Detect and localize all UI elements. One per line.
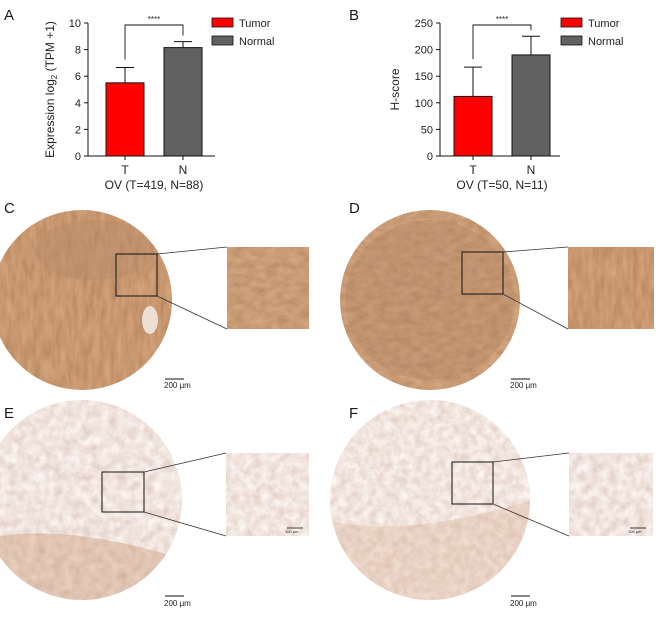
scale-bar-c: 200 μm [164,381,191,390]
x-axis-label: OV (T=50, N=11) [456,178,547,192]
micrograph-c: 200 μm [0,210,309,390]
scale-bar-f-inset: 100 μm [628,529,642,534]
zoom-box-e [101,471,145,513]
y-axis-label: Expression log2 (TPM +1) [43,21,59,158]
panel-label-c: C [4,200,15,217]
y-tick-label: 100 [415,98,433,110]
y-tick-label: 8 [75,45,81,57]
y-tick-label: 150 [415,71,433,83]
x-axis-label: OV (T=419, N=88) [105,178,204,192]
significance-bracket [472,24,532,60]
significance-bracket [124,24,184,60]
panel-label-d: D [349,200,360,217]
scale-bar-d: 200 μm [510,381,537,390]
inset-e [226,453,309,536]
panel-label-e: E [4,405,14,422]
y-tick-label: 250 [415,18,433,30]
micrograph-d: 200 μm [340,210,654,390]
bar [163,47,203,157]
y-axis-label: H-score [388,68,402,110]
zoom-box-c [115,253,158,297]
scale-bar-e-inset: 100 μm [285,529,299,534]
legend-swatch [560,35,583,46]
y-tick-label: 50 [421,124,433,136]
bar-chart-b: 0 50 100 150 200 250 T N **** OV (T=50, N=11) H-sc… [388,15,623,192]
scale-bar-f: 200 μm [510,599,537,608]
micrograph-e: 100 μm 200 μm [0,400,309,608]
significance-label: **** [496,15,508,24]
significance-label: **** [148,15,160,24]
inset-f [569,453,653,536]
legend-swatch [211,17,234,28]
x-tick-label: T [121,163,129,177]
micrograph-f: 100 μm 200 μm [330,400,653,608]
bar [453,95,493,157]
panel-label-f: F [349,405,358,422]
y-tick-label: 6 [75,71,81,83]
scale-bar-e: 200 μm [164,599,191,608]
x-tick-label: N [527,163,536,177]
bar [105,82,145,157]
x-tick-label: T [469,163,477,177]
inset-c [227,247,309,329]
legend-label: Tumor [588,18,620,30]
y-tick-label: 10 [69,18,81,30]
panel-label-a: A [4,7,14,24]
zoom-box-d [461,251,504,295]
legend-label: Tumor [239,18,271,30]
legend-label: Normal [239,36,274,48]
y-tick-label: 0 [75,151,81,163]
x-tick-label: N [179,163,188,177]
y-tick-label: 0 [427,151,433,163]
legend-swatch [211,35,234,46]
inset-d [568,247,654,329]
bar [511,54,551,157]
y-tick-label: 4 [75,98,81,110]
y-tick-label: 2 [75,124,81,136]
zoom-box-f [451,461,494,505]
legend-swatch [560,17,583,28]
y-tick-label: 200 [415,45,433,57]
panel-label-b: B [349,7,359,24]
bar-chart-a: 0 2 4 6 8 10 T N **** OV (T=419, N=88) Expression … [43,15,274,192]
legend-label: Normal [588,36,623,48]
